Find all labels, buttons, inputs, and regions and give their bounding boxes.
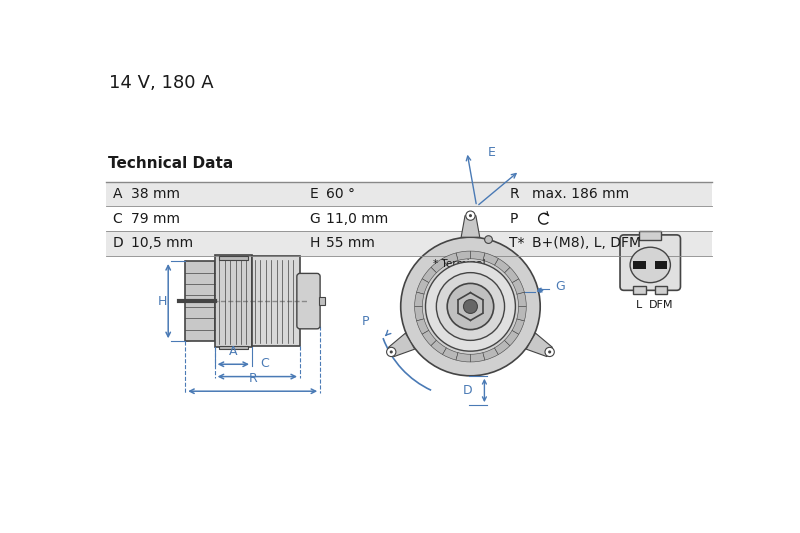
Text: C: C bbox=[261, 358, 270, 370]
Polygon shape bbox=[389, 333, 414, 357]
Text: 79 mm: 79 mm bbox=[131, 212, 180, 226]
Wedge shape bbox=[422, 268, 437, 282]
Bar bbox=[634, 287, 646, 294]
Text: G: G bbox=[310, 212, 320, 226]
Circle shape bbox=[485, 236, 492, 244]
Bar bbox=[214, 255, 252, 348]
Circle shape bbox=[401, 237, 540, 376]
Circle shape bbox=[469, 214, 472, 217]
Bar bbox=[252, 256, 300, 346]
Text: E: E bbox=[310, 187, 318, 201]
Text: Technical Data: Technical Data bbox=[108, 156, 233, 171]
Bar bbox=[218, 256, 248, 260]
Text: R: R bbox=[248, 372, 257, 385]
Bar bbox=[218, 346, 248, 349]
Wedge shape bbox=[456, 353, 470, 362]
Bar bbox=[106, 206, 712, 231]
Text: 38 mm: 38 mm bbox=[131, 187, 180, 201]
Wedge shape bbox=[431, 340, 446, 354]
Wedge shape bbox=[470, 251, 485, 261]
Polygon shape bbox=[526, 333, 552, 357]
Polygon shape bbox=[461, 216, 480, 237]
Circle shape bbox=[466, 211, 475, 220]
Circle shape bbox=[386, 348, 396, 357]
Bar bbox=[639, 231, 661, 240]
Text: P: P bbox=[509, 212, 518, 226]
Wedge shape bbox=[414, 306, 424, 321]
Circle shape bbox=[447, 284, 494, 329]
Bar bbox=[318, 297, 325, 305]
Wedge shape bbox=[470, 353, 485, 362]
Circle shape bbox=[436, 273, 505, 341]
Text: * Terminal: * Terminal bbox=[434, 259, 486, 269]
Wedge shape bbox=[431, 259, 446, 273]
Wedge shape bbox=[414, 292, 424, 306]
Circle shape bbox=[390, 350, 393, 353]
Wedge shape bbox=[483, 348, 498, 360]
Text: H: H bbox=[310, 236, 320, 251]
Text: P: P bbox=[362, 316, 370, 328]
Text: L: L bbox=[636, 301, 642, 310]
Text: 11,0 mm: 11,0 mm bbox=[326, 212, 389, 226]
Wedge shape bbox=[517, 306, 526, 321]
Circle shape bbox=[548, 350, 551, 353]
Bar bbox=[655, 287, 667, 294]
Text: D: D bbox=[462, 384, 472, 397]
FancyBboxPatch shape bbox=[620, 235, 681, 290]
Wedge shape bbox=[417, 319, 429, 334]
Wedge shape bbox=[422, 330, 437, 346]
Text: 10,5 mm: 10,5 mm bbox=[131, 236, 193, 251]
Wedge shape bbox=[417, 279, 429, 294]
Wedge shape bbox=[456, 251, 470, 261]
Text: D: D bbox=[112, 236, 123, 251]
Text: A: A bbox=[112, 187, 122, 201]
Text: G: G bbox=[555, 280, 565, 293]
Bar bbox=[106, 231, 712, 256]
FancyBboxPatch shape bbox=[297, 273, 320, 329]
Text: max. 186 mm: max. 186 mm bbox=[532, 187, 629, 201]
Text: 60 °: 60 ° bbox=[326, 187, 355, 201]
Text: DFM: DFM bbox=[649, 301, 674, 310]
Wedge shape bbox=[442, 348, 458, 360]
Text: B+(M8), L, DFM: B+(M8), L, DFM bbox=[532, 236, 641, 251]
Text: 55 mm: 55 mm bbox=[326, 236, 375, 251]
Wedge shape bbox=[517, 292, 526, 306]
Wedge shape bbox=[494, 259, 510, 273]
Text: H: H bbox=[158, 295, 167, 308]
Wedge shape bbox=[512, 319, 524, 334]
Wedge shape bbox=[505, 268, 518, 282]
Text: R: R bbox=[509, 187, 519, 201]
Circle shape bbox=[463, 300, 478, 313]
Text: E: E bbox=[488, 146, 496, 159]
Bar bbox=[106, 182, 712, 206]
Wedge shape bbox=[442, 253, 458, 265]
Bar bbox=[186, 261, 214, 341]
Wedge shape bbox=[505, 330, 518, 346]
Text: A: A bbox=[229, 345, 238, 358]
Bar bbox=[655, 261, 667, 269]
Wedge shape bbox=[483, 253, 498, 265]
Bar bbox=[634, 261, 646, 269]
Text: T*: T* bbox=[509, 236, 525, 251]
Wedge shape bbox=[512, 279, 524, 294]
Text: 14 V, 180 A: 14 V, 180 A bbox=[110, 74, 214, 92]
Text: C: C bbox=[112, 212, 122, 226]
Circle shape bbox=[426, 262, 515, 351]
Wedge shape bbox=[494, 340, 510, 354]
Ellipse shape bbox=[630, 247, 670, 282]
Circle shape bbox=[545, 348, 554, 357]
